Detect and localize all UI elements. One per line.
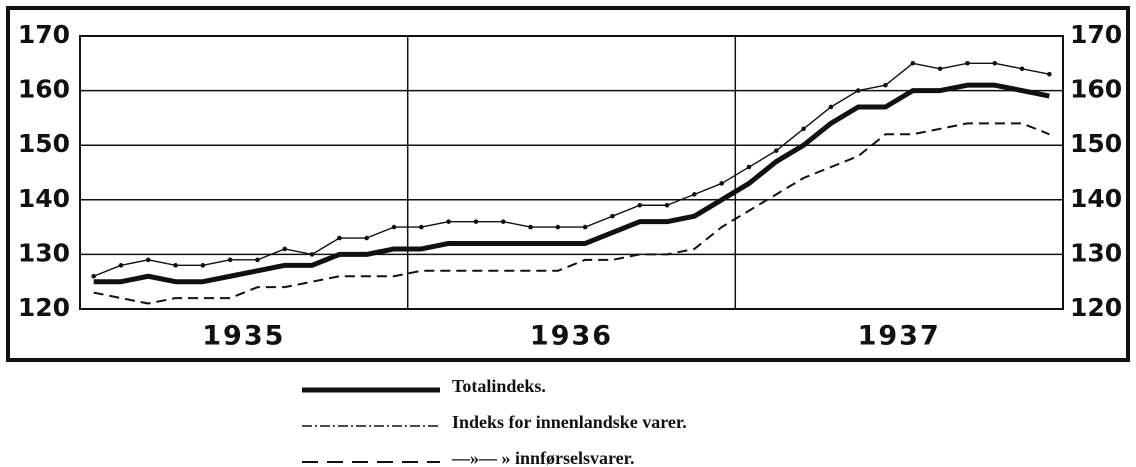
series-dot <box>855 88 861 93</box>
series-dot <box>692 192 697 197</box>
series-dot <box>145 257 151 263</box>
series-dot <box>773 148 779 153</box>
legend-label: —»— » innførselsvarer. <box>451 448 635 467</box>
series-line <box>93 82 1050 285</box>
series-dot <box>555 224 561 230</box>
series-dot <box>364 235 370 241</box>
series-dot <box>473 219 479 224</box>
series-dot <box>610 213 615 219</box>
series-dot <box>419 224 424 230</box>
series-line <box>93 122 1050 305</box>
series-dot <box>582 224 588 230</box>
series-dot <box>910 61 916 66</box>
series-dot <box>255 257 260 263</box>
series-dot <box>801 126 806 132</box>
series-dot <box>637 202 643 208</box>
series-dot <box>173 263 178 268</box>
y-tick-label: 170 <box>18 20 70 49</box>
series-dot <box>309 252 315 257</box>
series-dot <box>746 164 752 170</box>
y-tick-label: 140 <box>18 184 70 213</box>
year-label: 1936 <box>530 321 613 352</box>
series-dot <box>282 246 288 252</box>
y2-tick-label: 120 <box>1070 293 1122 322</box>
series-dot <box>664 202 670 208</box>
y2-tick-label: 140 <box>1070 184 1122 213</box>
series-dot <box>200 263 206 268</box>
y-tick-label: 130 <box>18 238 70 267</box>
series-dot <box>965 61 970 66</box>
series-dot <box>992 61 998 66</box>
y-tick-label: 120 <box>18 293 70 322</box>
series-dot <box>391 224 397 230</box>
series-dot <box>1047 71 1052 77</box>
series-dot <box>337 235 342 241</box>
series-dot <box>500 219 506 224</box>
legend-label: Indeks for innenlandske varer. <box>452 412 687 432</box>
year-label: 1937 <box>858 321 941 352</box>
series-dot <box>118 263 124 268</box>
series-dot <box>227 257 233 263</box>
series-dot <box>828 104 834 110</box>
year-label: 1935 <box>202 321 285 352</box>
series-dot <box>1019 66 1025 72</box>
plot-area <box>79 35 1064 310</box>
y2-tick-label: 150 <box>1070 129 1122 158</box>
frame <box>6 6 1130 362</box>
y-tick-label: 150 <box>18 129 70 158</box>
series-dot <box>719 181 724 186</box>
series-dot <box>883 82 888 88</box>
y-tick-label: 160 <box>18 75 70 104</box>
legend-label: Totalindeks. <box>452 376 546 396</box>
series-dot <box>91 273 96 279</box>
y2-tick-label: 170 <box>1070 20 1122 49</box>
series-dot <box>446 219 451 224</box>
series-line <box>93 62 1050 277</box>
series-dot <box>937 66 943 72</box>
y2-tick-label: 160 <box>1070 75 1122 104</box>
series-dot <box>528 224 533 230</box>
y2-tick-label: 130 <box>1070 238 1122 267</box>
